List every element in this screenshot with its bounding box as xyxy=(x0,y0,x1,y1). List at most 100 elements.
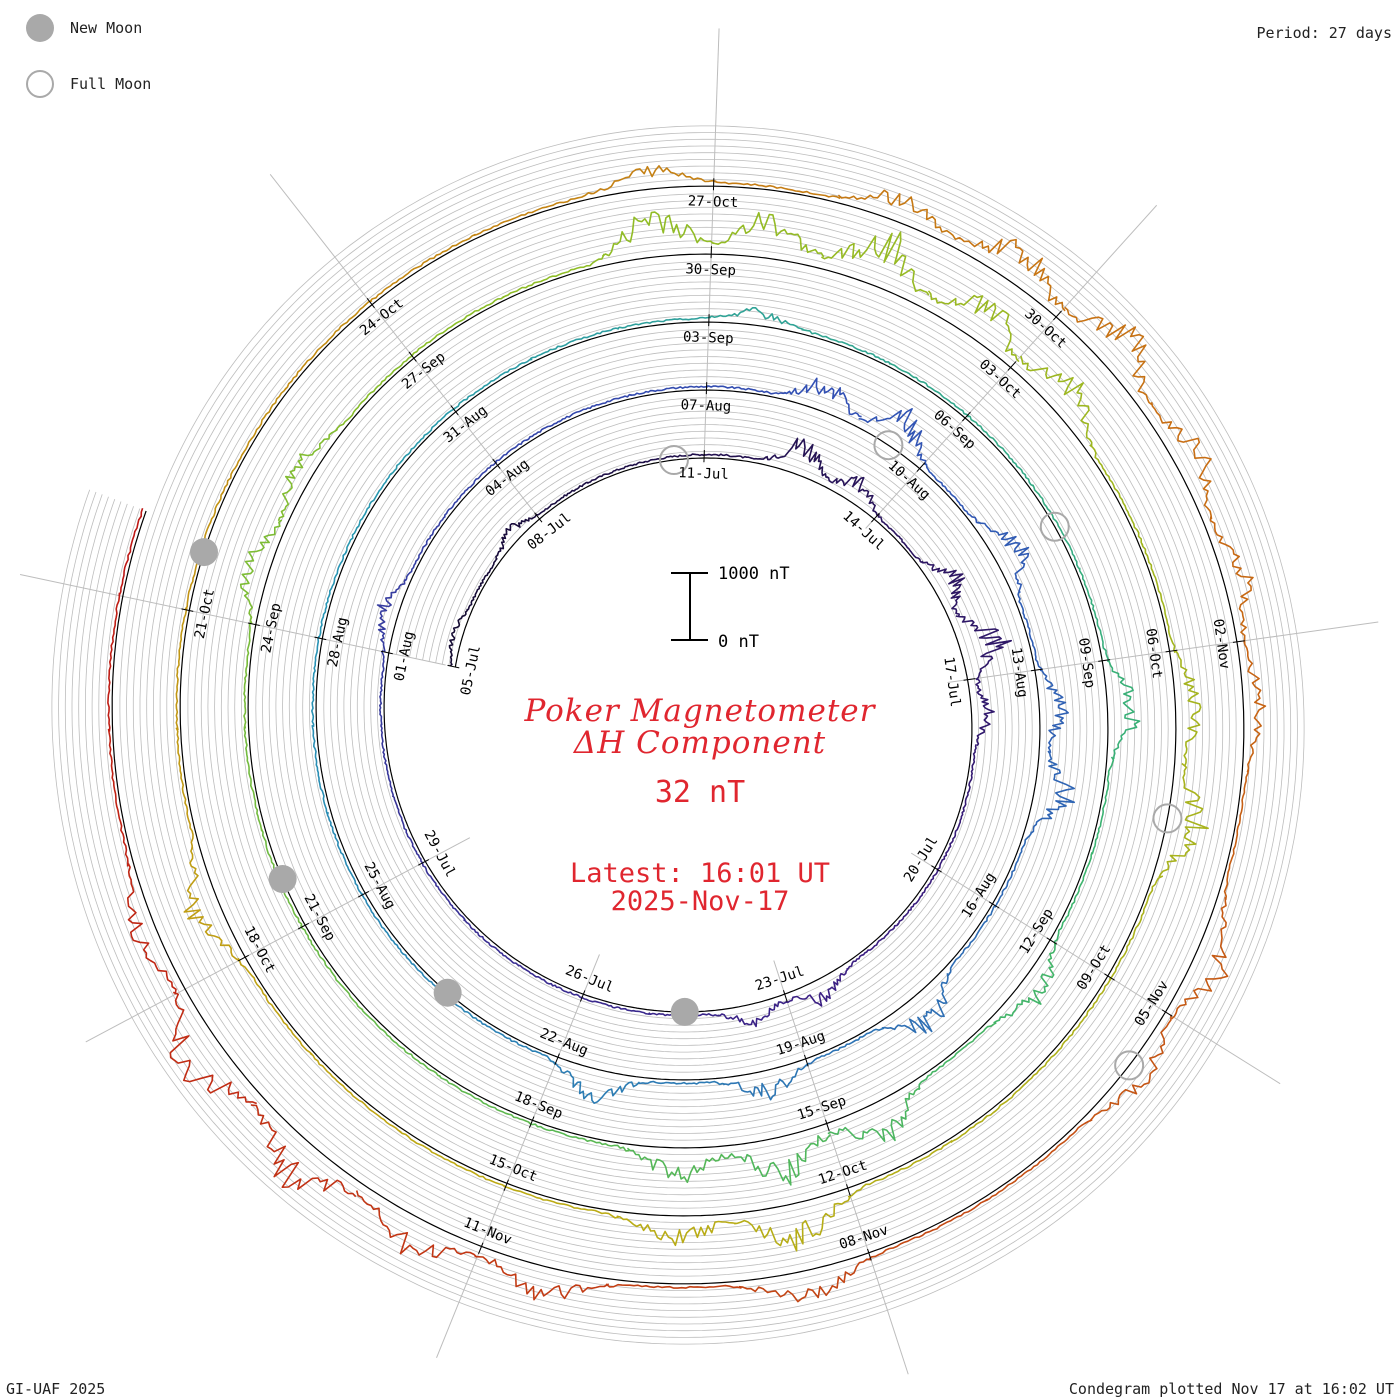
moon-phase-markers xyxy=(190,430,1183,1081)
trace-segment xyxy=(299,924,364,1011)
trace-segment xyxy=(927,290,1020,363)
date-tick-label: 11-Jul xyxy=(678,465,729,483)
trace-segment xyxy=(975,677,995,747)
grid-ring xyxy=(64,138,1292,1332)
ring-grid xyxy=(51,125,1305,1345)
trace-segment xyxy=(867,1198,989,1261)
trace-segment xyxy=(118,507,144,596)
trace-segment xyxy=(175,607,188,731)
trace-segment xyxy=(107,592,121,732)
date-tick-label: 19-Aug xyxy=(774,1028,827,1059)
date-tick-label: 22-Aug xyxy=(537,1026,590,1060)
trace-segment xyxy=(589,165,717,195)
new-moon-marker xyxy=(268,865,297,894)
date-tick-mark xyxy=(783,990,788,1002)
date-tick-mark xyxy=(1161,1009,1173,1017)
trace-segment xyxy=(1209,516,1254,644)
trace-segment xyxy=(630,385,709,396)
trace-segment xyxy=(955,615,1012,681)
trace-segment xyxy=(473,192,593,237)
date-tick-mark xyxy=(357,891,370,898)
grid-ring xyxy=(105,179,1251,1291)
date-tick-mark xyxy=(366,298,375,309)
trace-segment xyxy=(284,299,373,391)
trace-segment xyxy=(605,1283,742,1289)
trace-segment xyxy=(277,428,339,522)
scale-bar: 1000 nT 0 nT xyxy=(671,564,790,652)
trace-segment xyxy=(1017,591,1043,672)
date-tick-mark xyxy=(1046,937,1058,945)
trace-segment xyxy=(376,578,407,653)
legend-new-moon-label: New Moon xyxy=(70,19,143,37)
trace-segment xyxy=(785,968,849,1007)
trace-segment xyxy=(309,1052,402,1133)
date-tick-mark xyxy=(1232,640,1245,643)
radial-spoke xyxy=(436,954,600,1358)
trace-segment xyxy=(643,453,706,463)
trace-segment xyxy=(827,1087,921,1142)
trace-segment xyxy=(326,812,363,896)
date-tick-label: 02-Nov xyxy=(1210,618,1233,670)
full-moon-marker xyxy=(1152,803,1183,834)
trace-segment xyxy=(420,861,466,921)
date-tick-mark xyxy=(418,859,430,866)
new-moon-marker xyxy=(670,997,699,1026)
trace-segment xyxy=(175,727,194,850)
trace-segment xyxy=(1030,750,1075,834)
trace-segment xyxy=(127,863,177,995)
trace-segment xyxy=(169,991,257,1105)
new-moon-marker xyxy=(433,978,462,1007)
trace-segment xyxy=(601,211,715,257)
date-tick-label: 26-Jul xyxy=(563,962,616,996)
trace-segment xyxy=(616,1215,737,1247)
full-moon-marker xyxy=(658,445,689,476)
trace-segment xyxy=(801,328,892,365)
date-tick-mark xyxy=(825,1119,830,1132)
date-tick-mark xyxy=(554,1053,560,1065)
date-tick-mark xyxy=(408,351,417,362)
baseline-spiral xyxy=(111,185,1245,1285)
date-tick-mark xyxy=(314,636,327,641)
legend-new-moon: New Moon xyxy=(26,14,142,42)
trace-segment xyxy=(888,362,970,418)
trace-segment xyxy=(1091,756,1115,855)
date-tick-label: 11-Nov xyxy=(461,1215,514,1249)
trace-segment xyxy=(580,996,650,1016)
title-line-2: ΔH Component xyxy=(573,725,827,761)
trace-segment xyxy=(1078,567,1109,662)
trace-segment xyxy=(708,307,804,331)
date-tick-mark xyxy=(579,990,586,1002)
date-tick-mark xyxy=(297,922,309,930)
trace-segment xyxy=(495,513,538,560)
trace-segment xyxy=(766,437,829,478)
trace-segment xyxy=(107,728,129,867)
date-tick-mark xyxy=(529,1116,535,1128)
trace-segment xyxy=(1243,640,1267,773)
radial-spoke xyxy=(773,960,909,1375)
trace-segment xyxy=(503,1184,620,1219)
trace-segment xyxy=(474,1255,610,1301)
trace-segment xyxy=(1038,977,1112,1071)
date-tick-label: 06-Oct xyxy=(1142,627,1165,679)
date-tick-mark xyxy=(867,1248,872,1261)
trace-segment xyxy=(1223,769,1250,901)
magnetometer-trace xyxy=(107,165,1267,1303)
date-tick-mark xyxy=(447,664,460,669)
grid-ring xyxy=(71,145,1285,1325)
trace-segment xyxy=(626,1147,732,1184)
trace-segment xyxy=(379,649,385,726)
trace-segment xyxy=(345,472,393,553)
trace-segment xyxy=(1089,444,1144,546)
trace-segment xyxy=(923,462,981,524)
trace-segment xyxy=(438,1075,532,1125)
period-label: Period: 27 days xyxy=(1256,24,1392,42)
trace-segment xyxy=(1150,402,1213,520)
trace-segment xyxy=(478,1019,556,1065)
trace-segment xyxy=(221,387,287,495)
title-line-1: Poker Magnetometer xyxy=(524,693,876,729)
trace-segment xyxy=(317,550,348,639)
scale-bar-bottom-label: 0 nT xyxy=(718,632,759,652)
full-moon-marker xyxy=(1114,1050,1145,1081)
trace-segment xyxy=(977,521,1030,594)
